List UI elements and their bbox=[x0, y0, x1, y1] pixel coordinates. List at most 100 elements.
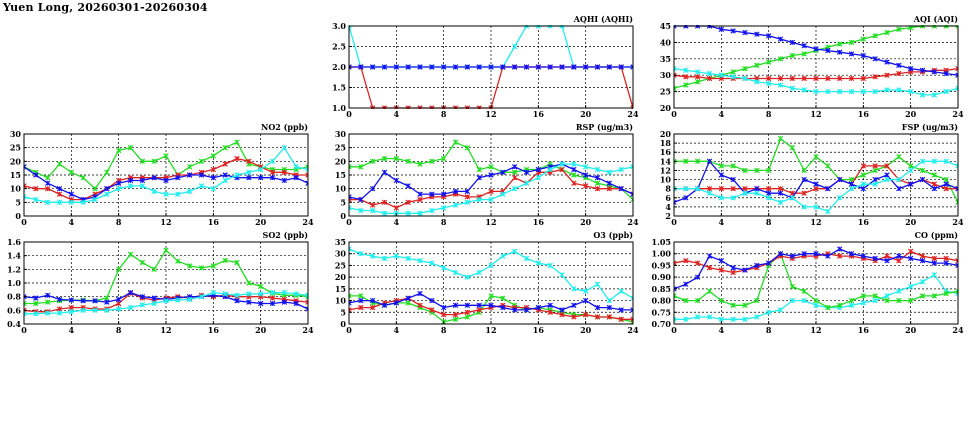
data-point-red bbox=[789, 75, 796, 82]
data-point-red bbox=[630, 105, 633, 109]
data-point-blue bbox=[523, 64, 530, 70]
chart-co: 0 4 8 12 16 20 24 0.70 0.750.80 0.85 0.90 0.951.00 1… bbox=[652, 230, 964, 335]
y-tick-label: 30 bbox=[10, 129, 22, 139]
data-point-cyan bbox=[706, 70, 713, 77]
data-point-cyan bbox=[742, 316, 748, 323]
data-point-cyan bbox=[417, 210, 423, 216]
y-tick-label: 45 bbox=[660, 21, 671, 31]
data-point-cyan bbox=[630, 295, 633, 301]
data-point-blue bbox=[606, 304, 613, 311]
y-tick-label: 10 bbox=[335, 184, 347, 194]
data-point-cyan bbox=[92, 307, 98, 314]
data-point-red bbox=[706, 75, 713, 82]
data-point-cyan bbox=[246, 169, 252, 175]
data-point-green bbox=[742, 302, 748, 308]
data-point-red bbox=[369, 202, 376, 208]
data-point-cyan bbox=[896, 176, 902, 183]
y-tick-label: 35 bbox=[660, 54, 671, 64]
data-point-cyan bbox=[674, 65, 677, 72]
data-point-blue bbox=[358, 196, 364, 203]
data-point-cyan bbox=[175, 191, 181, 197]
data-point-cyan bbox=[269, 289, 276, 296]
data-point-cyan bbox=[417, 258, 423, 264]
data-point-green bbox=[765, 167, 772, 174]
data-point-cyan bbox=[358, 251, 364, 257]
data-point-cyan bbox=[115, 185, 122, 192]
data-point-blue bbox=[547, 64, 553, 70]
x-tick-label: 24 bbox=[627, 325, 639, 335]
data-point-green bbox=[139, 158, 146, 165]
y-tick-label: 5 bbox=[340, 197, 346, 207]
data-point-red bbox=[281, 169, 288, 175]
data-point-blue bbox=[198, 172, 205, 178]
data-point-blue bbox=[452, 188, 459, 195]
chart-title: RSP (ug/m3) bbox=[576, 122, 633, 132]
data-point-blue bbox=[674, 25, 677, 29]
data-point-green bbox=[175, 258, 181, 264]
chart-title: FSP (ug/m3) bbox=[902, 122, 958, 132]
data-point-red bbox=[813, 75, 819, 82]
x-tick-label: 16 bbox=[858, 109, 870, 119]
data-point-blue bbox=[594, 304, 601, 311]
y-tick-label: 30 bbox=[660, 70, 672, 80]
data-point-red bbox=[33, 185, 39, 192]
data-point-blue bbox=[547, 302, 553, 308]
series-group bbox=[24, 247, 308, 317]
data-point-blue bbox=[511, 64, 518, 70]
y-tick-label: 15 bbox=[335, 284, 346, 294]
x-tick-label: 24 bbox=[302, 325, 314, 335]
data-point-cyan bbox=[405, 255, 411, 262]
data-point-green bbox=[884, 297, 890, 304]
data-point-blue bbox=[754, 31, 760, 37]
data-point-blue bbox=[80, 298, 86, 304]
data-point-green bbox=[674, 293, 677, 299]
data-point-cyan bbox=[872, 181, 878, 187]
data-point-red bbox=[730, 185, 736, 192]
data-point-green bbox=[630, 196, 633, 203]
data-point-cyan bbox=[257, 166, 264, 173]
data-point-green bbox=[511, 169, 518, 175]
data-point-green bbox=[594, 180, 601, 186]
data-point-green bbox=[139, 259, 146, 266]
y-tick-label: 6 bbox=[665, 193, 671, 203]
data-point-cyan bbox=[730, 195, 736, 201]
chart-aqhi: 0 4 8 12 16 20 24 1.0 1.5 2.0 2.5 3.0 AQHI (AQHI) bbox=[332, 14, 639, 119]
data-point-green bbox=[919, 167, 926, 174]
data-point-red bbox=[674, 260, 677, 266]
data-point-red bbox=[955, 65, 958, 72]
x-tick-label: 8 bbox=[441, 217, 447, 227]
data-point-red bbox=[884, 72, 890, 78]
y-tick-label: 25 bbox=[660, 87, 671, 97]
data-point-blue bbox=[801, 42, 807, 49]
data-point-cyan bbox=[464, 274, 471, 280]
data-point-red bbox=[730, 269, 736, 276]
data-point-red bbox=[872, 74, 878, 80]
y-tick-label: 1.6 bbox=[7, 237, 21, 247]
data-point-blue bbox=[606, 64, 613, 70]
data-point-red bbox=[943, 185, 949, 192]
x-tick-label: 0 bbox=[346, 325, 352, 335]
data-point-cyan bbox=[955, 85, 958, 92]
chart-title: O3 (ppb) bbox=[593, 230, 633, 240]
data-point-blue bbox=[393, 64, 400, 70]
data-point-blue bbox=[825, 47, 831, 54]
data-point-blue bbox=[943, 260, 949, 266]
x-tick-label: 16 bbox=[533, 325, 545, 335]
data-point-cyan bbox=[68, 309, 75, 315]
series-group bbox=[674, 135, 958, 215]
data-point-blue bbox=[381, 302, 388, 308]
data-point-cyan bbox=[860, 181, 867, 187]
data-point-blue bbox=[381, 64, 388, 70]
data-point-cyan bbox=[777, 82, 784, 88]
data-point-green bbox=[358, 164, 364, 170]
data-point-blue bbox=[163, 177, 169, 184]
data-point-cyan bbox=[907, 167, 914, 174]
x-tick-label: 16 bbox=[858, 217, 870, 227]
data-point-red bbox=[694, 74, 701, 80]
x-tick-label: 24 bbox=[952, 325, 964, 335]
y-tick-label: 25 bbox=[10, 143, 21, 153]
data-point-green bbox=[730, 163, 736, 169]
data-point-cyan bbox=[305, 166, 308, 173]
